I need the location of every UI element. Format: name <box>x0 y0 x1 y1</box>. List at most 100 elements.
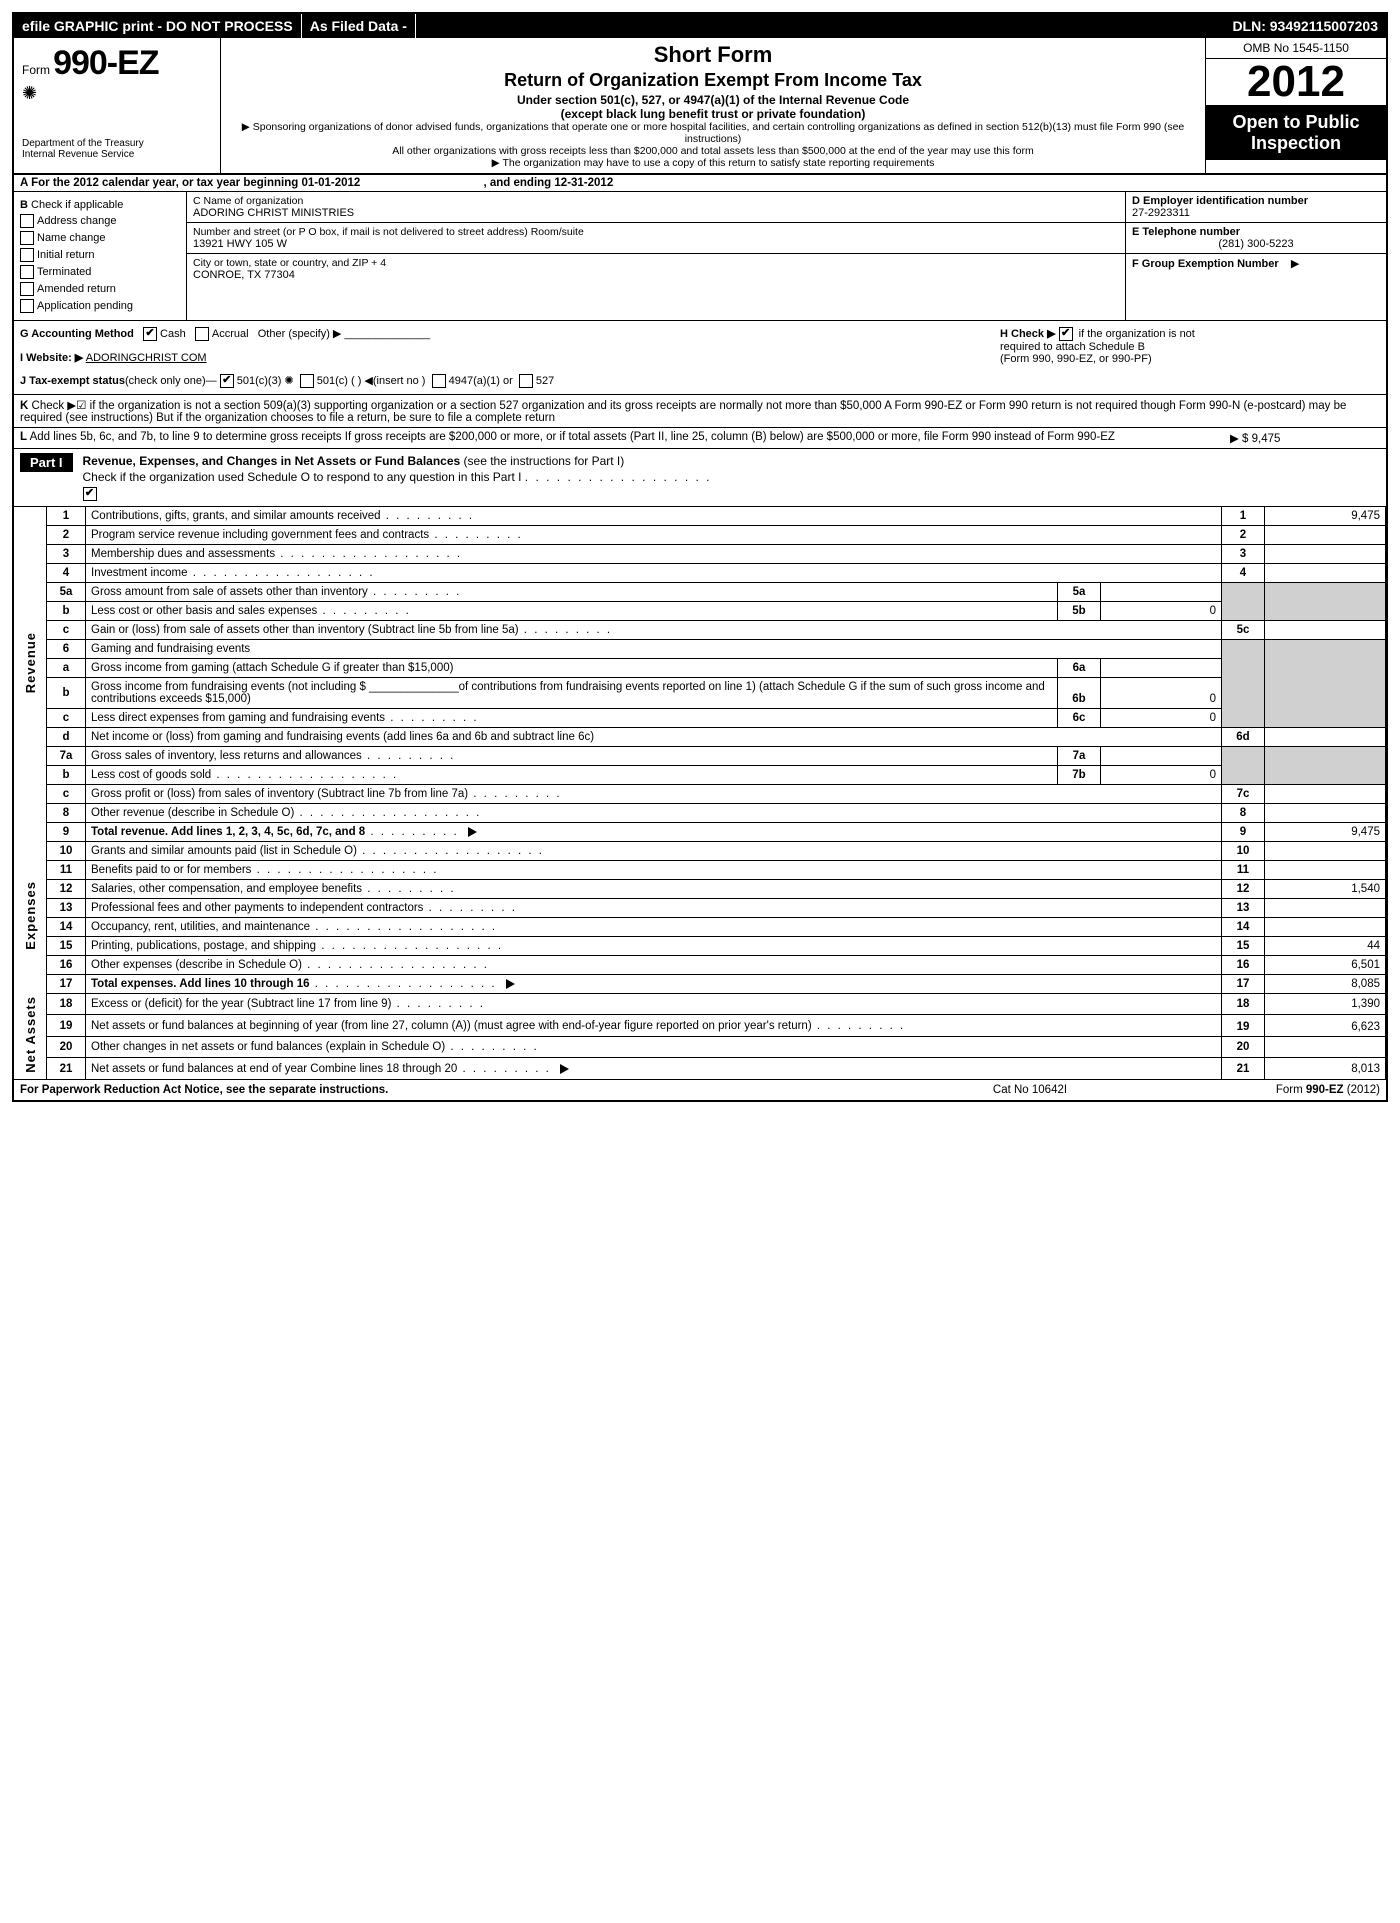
row-a-ending: , and ending 12-31-2012 <box>483 177 613 189</box>
r-3: 3 <box>1222 544 1265 563</box>
section-b-hint: Check if applicable <box>31 199 123 211</box>
a-19: 6,623 <box>1265 1015 1386 1037</box>
r-8: 8 <box>1222 803 1265 822</box>
checkbox-accrual[interactable] <box>195 327 209 341</box>
r-5c: 5c <box>1222 620 1265 639</box>
form-word: Form <box>22 63 50 77</box>
g-cash: Cash <box>160 328 186 340</box>
a-7c <box>1265 784 1386 803</box>
footer-mid: Cat No 10642I <box>900 1084 1160 1096</box>
checkbox-amended-return[interactable] <box>20 282 34 296</box>
n-7b: b <box>47 765 86 784</box>
omb-number: OMB No 1545-1150 <box>1206 38 1386 59</box>
t-18: Excess or (deficit) for the year (Subtra… <box>91 998 391 1010</box>
t-17: Total expenses. Add lines 10 through 16 <box>91 978 310 990</box>
a-6a <box>1101 659 1222 677</box>
checkbox-527[interactable] <box>519 374 533 388</box>
checkbox-address-change[interactable] <box>20 214 34 228</box>
j-a: 501(c)(3) <box>237 375 282 387</box>
a-17: 8,085 <box>1265 974 1386 993</box>
part-1-table: Revenue 1 Contributions, gifts, grants, … <box>14 507 1386 1079</box>
t-10: Grants and similar amounts paid (list in… <box>91 845 357 857</box>
n-14: 14 <box>47 917 86 936</box>
i-label: I Website: ▶ <box>20 352 83 364</box>
checkbox-h[interactable]: ✔ <box>1059 327 1073 341</box>
checkbox-501c3[interactable]: ✔ <box>220 374 234 388</box>
t-6a: Gross income from gaming (attach Schedul… <box>91 662 453 674</box>
r-4: 4 <box>1222 563 1265 582</box>
open-to-public: Open to Public Inspection <box>1206 106 1386 160</box>
g-label: G Accounting Method <box>20 328 134 340</box>
part-1-text: Revenue, Expenses, and Changes in Net As… <box>83 453 712 502</box>
efile-dln: DLN: 93492115007203 <box>1224 14 1386 38</box>
t-6: Gaming and fundraising events <box>86 639 1222 658</box>
b-item-5: Application pending <box>37 300 133 312</box>
dln-label: DLN: <box>1232 18 1265 34</box>
r-5a: 5a <box>1058 583 1101 601</box>
t-14: Occupancy, rent, utilities, and maintena… <box>91 921 310 933</box>
t-4: Investment income <box>91 567 188 579</box>
t-6d: Net income or (loss) from gaming and fun… <box>91 731 594 743</box>
r-16: 16 <box>1222 955 1265 974</box>
side-revenue-end <box>14 822 47 841</box>
a-6c: 0 <box>1101 709 1222 727</box>
n-3: 3 <box>47 544 86 563</box>
checkbox-name-change[interactable] <box>20 231 34 245</box>
t-12: Salaries, other compensation, and employ… <box>91 883 362 895</box>
shade-7b <box>1265 746 1386 784</box>
a-7b: 0 <box>1101 766 1222 784</box>
section-b: B Check if applicable Address change Nam… <box>14 192 187 320</box>
h-label: H Check ▶ <box>1000 328 1056 340</box>
t-1: Contributions, gifts, grants, and simila… <box>91 510 381 522</box>
checkbox-terminated[interactable] <box>20 265 34 279</box>
r-6c: 6c <box>1058 709 1101 727</box>
shade-6b <box>1265 639 1386 727</box>
dln-value: 93492115007203 <box>1270 18 1378 34</box>
form-container: efile GRAPHIC print - DO NOT PROCESS As … <box>12 12 1388 1102</box>
row-k: K Check ▶☑ if the organization is not a … <box>14 395 1386 428</box>
row-l: L Add lines 5b, 6c, and 7b, to line 9 to… <box>14 428 1386 449</box>
t-13: Professional fees and other payments to … <box>91 902 423 914</box>
a-14 <box>1265 917 1386 936</box>
t-21: Net assets or fund balances at end of ye… <box>91 1063 457 1075</box>
h-text3: (Form 990, 990-EZ, or 990-PF) <box>1000 353 1380 365</box>
n-2: 2 <box>47 525 86 544</box>
row-g-h: G Accounting Method ✔Cash Accrual Other … <box>14 321 1386 395</box>
checkbox-4947[interactable] <box>432 374 446 388</box>
r-1: 1 <box>1222 507 1265 526</box>
checkbox-cash[interactable]: ✔ <box>143 327 157 341</box>
return-title: Return of Organization Exempt From Incom… <box>229 70 1197 91</box>
t-3: Membership dues and assessments <box>91 548 275 560</box>
section-d-e-f: D Employer identification number 27-2923… <box>1125 192 1386 320</box>
n-7c: c <box>47 784 86 803</box>
r-17: 17 <box>1222 974 1265 993</box>
arrow-icon-21 <box>560 1064 569 1074</box>
a-12: 1,540 <box>1265 879 1386 898</box>
c-city-label: City or town, state or country, and ZIP … <box>193 257 1119 269</box>
a-1: 9,475 <box>1265 507 1386 526</box>
shade-7 <box>1222 746 1265 784</box>
section-b-label: B <box>20 199 28 211</box>
n-8: 8 <box>47 803 86 822</box>
c-city-value: CONROE, TX 77304 <box>193 269 295 281</box>
checkbox-501c[interactable] <box>300 374 314 388</box>
checkbox-part1-scho[interactable]: ✔ <box>83 487 97 501</box>
row-a-text: For the 2012 calendar year, or tax year … <box>31 177 360 189</box>
checkbox-initial-return[interactable] <box>20 248 34 262</box>
k-label: K <box>20 400 28 412</box>
a-7a <box>1101 747 1222 765</box>
part-1-title: Revenue, Expenses, and Changes in Net As… <box>83 454 461 468</box>
a-11 <box>1265 860 1386 879</box>
r-2: 2 <box>1222 525 1265 544</box>
t-16: Other expenses (describe in Schedule O) <box>91 959 302 971</box>
r-7a: 7a <box>1058 747 1101 765</box>
n-19: 19 <box>47 1015 86 1037</box>
block-b-c-d: B Check if applicable Address change Nam… <box>14 192 1386 321</box>
t-9: Total revenue. Add lines 1, 2, 3, 4, 5c,… <box>91 826 365 838</box>
part-1-hint: (see the instructions for Part I) <box>464 454 625 468</box>
a-21: 8,013 <box>1265 1058 1386 1079</box>
t-8: Other revenue (describe in Schedule O) <box>91 807 294 819</box>
n-6: 6 <box>47 639 86 658</box>
checkbox-application-pending[interactable] <box>20 299 34 313</box>
part-1-tag: Part I <box>20 453 73 472</box>
